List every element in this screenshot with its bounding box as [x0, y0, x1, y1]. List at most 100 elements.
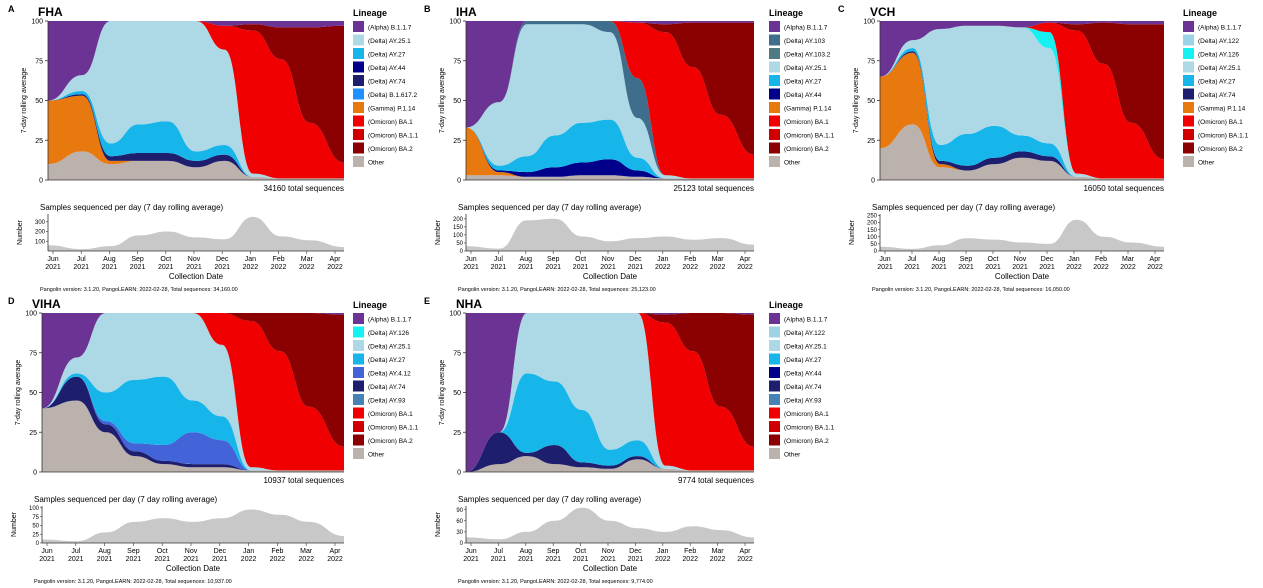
x-tick-label-line: 2022: [1093, 264, 1109, 271]
count-y-tick-label: 0: [874, 249, 878, 255]
legend-label: (Alpha) B.1.1.7: [368, 317, 412, 324]
legend-label: (Delta) AY.93: [368, 398, 406, 405]
x-tick-label: Dec 2021: [212, 548, 228, 563]
x-tick-label: Mar 2022: [710, 548, 726, 563]
legend-label: (Alpha) B.1.1.7: [784, 25, 828, 32]
x-tick-label-line: Apr: [330, 256, 342, 263]
x-tick-label-line: Nov: [602, 548, 615, 555]
stacked-area-group: [880, 21, 1164, 180]
legend-title: Lineage: [353, 8, 387, 18]
panel-title: VIHA: [32, 297, 61, 311]
panel-title: VCH: [870, 5, 895, 19]
x-tick-label: Jan 2022: [655, 256, 671, 271]
x-tick-label-line: 2021: [545, 556, 561, 563]
count-y-tick-label: 100: [453, 233, 464, 239]
legend-swatch: [769, 34, 780, 46]
y-tick-label: 50: [453, 390, 461, 397]
x-tick-label-line: Nov: [188, 256, 201, 263]
legend-swatch: [353, 394, 364, 405]
legend-swatch: [769, 326, 780, 338]
area--alpha-b-1-1-7: [42, 313, 344, 409]
x-tick-label-line: Jul: [494, 256, 503, 263]
area--gamma-p-1-14: [880, 52, 1164, 179]
x-tick-label-line: 2022: [299, 264, 315, 271]
area--gamma-p-1-14: [48, 95, 344, 179]
x-tick-label-line: 2021: [931, 264, 947, 271]
legend-label: (Delta) AY.126: [368, 330, 409, 337]
x-tick-label: Jul 2021: [491, 548, 507, 563]
area--delta-ay-25-1: [880, 25, 1164, 179]
legend-title: Lineage: [353, 300, 387, 310]
area--alpha-b-1-1-7: [466, 21, 754, 128]
x-tick-label-line: 2022: [710, 264, 726, 271]
x-tick-label: Apr 2022: [327, 548, 343, 563]
area--gamma-p-1-14: [466, 127, 754, 179]
x-tick-label-line: Sep: [127, 548, 140, 555]
count-area: [880, 219, 1164, 251]
legend-swatch: [353, 326, 364, 338]
legend-swatch: [769, 313, 780, 324]
x-tick-label-line: 2021: [73, 264, 89, 271]
legend-swatch: [769, 48, 780, 59]
area--omicron-ba-2: [880, 22, 1164, 160]
x-tick-label-line: 2022: [1066, 264, 1082, 271]
count-y-tick-label: 50: [870, 242, 877, 248]
area--delta-ay-25-1: [466, 313, 754, 472]
count-y-tick-label: 100: [29, 506, 40, 512]
x-tick-label-line: 2021: [1012, 264, 1028, 271]
x-tick-label-line: Apr: [1150, 256, 1162, 263]
count-y-tick-label: 100: [35, 239, 46, 245]
x-tick-label-line: Oct: [575, 548, 586, 555]
x-tick-label-line: Mar: [300, 548, 313, 555]
area--delta-ay-44: [466, 127, 754, 179]
legend-label: Other: [1198, 160, 1215, 167]
total-sequences: 10937 total sequences: [263, 476, 344, 485]
legend-swatch: [769, 367, 780, 378]
legend-label: Other: [368, 452, 385, 459]
x-tick-label-line: 2022: [655, 264, 671, 271]
x-tick-label-line: Jun: [465, 256, 476, 263]
x-tick-label-line: 2021: [600, 556, 616, 563]
count-area: [48, 216, 344, 251]
legend-label: (Delta) AY.122: [784, 330, 825, 337]
count-y-label: Number: [11, 511, 18, 537]
y-tick-label: 50: [867, 98, 875, 105]
x-tick-label-line: Apr: [740, 548, 752, 555]
count-y-tick-label: 0: [460, 249, 464, 255]
legend-label: (Delta) AY.25.1: [784, 344, 827, 351]
x-tick-label: Aug 2021: [931, 256, 947, 271]
x-tick-label-line: 2021: [154, 556, 170, 563]
x-tick-label: Apr 2022: [737, 548, 753, 563]
count-y-label: Number: [435, 511, 442, 537]
x-axis-label: Collection Date: [995, 272, 1050, 281]
legend-label: (Delta) AY.44: [368, 65, 406, 72]
legend-swatch: [353, 88, 364, 100]
count-y-tick-label: 200: [453, 217, 464, 223]
legend-title: Lineage: [769, 8, 803, 18]
legend-label: (Gamma) P.1.14: [368, 106, 416, 113]
legend-label: (Delta) AY.103.2: [784, 52, 831, 59]
legend-swatch: [769, 421, 780, 432]
x-tick-label: Sep 2021: [545, 256, 561, 271]
count-y-label: Number: [435, 219, 442, 245]
y-tick-label: 75: [35, 58, 43, 65]
y-tick-label: 50: [453, 98, 461, 105]
x-tick-label-line: Feb: [684, 548, 696, 555]
x-tick-label-line: Dec: [629, 548, 642, 555]
legend-label: (Delta) AY.25.1: [368, 38, 411, 45]
x-tick-label-line: Jul: [71, 548, 80, 555]
count-title: Samples sequenced per day (7 day rolling…: [458, 495, 642, 504]
y-tick-label: 75: [29, 350, 37, 357]
x-tick-label-line: 2021: [463, 264, 479, 271]
y-tick-label: 25: [867, 138, 875, 145]
legend-swatch: [769, 142, 780, 154]
footer-note: Pangolin version: 3.1.20, PangoLEARN: 20…: [40, 287, 238, 293]
legend-label: (Delta) AY.126: [1198, 52, 1239, 59]
legend-label: (Delta) AY.74: [368, 79, 406, 86]
x-tick-label: Jan 2022: [241, 548, 257, 563]
x-tick-label: Aug 2021: [518, 256, 534, 271]
legend-swatch: [353, 421, 364, 432]
x-tick-label-line: 2022: [270, 556, 286, 563]
legend-label: (Omicron) BA.1.1: [1198, 133, 1249, 140]
x-tick-label-line: Mar: [301, 256, 314, 263]
